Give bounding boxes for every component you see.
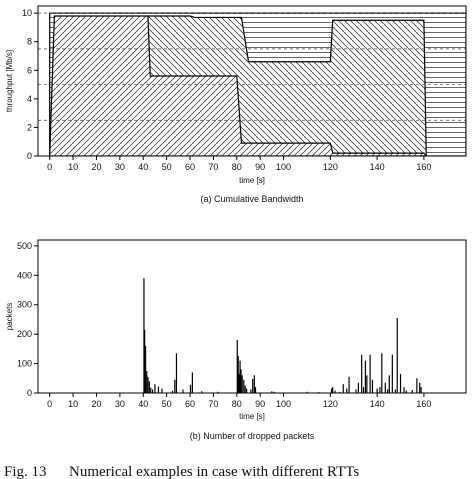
x-tick-label: 90 (255, 399, 265, 409)
x-tick-label: 140 (370, 162, 385, 172)
x-tick-label: 100 (276, 399, 291, 409)
y-tick-label: 500 (17, 241, 32, 251)
x-tick-label: 80 (232, 162, 242, 172)
flow-1-area (49, 15, 428, 156)
x-tick-label: 70 (208, 162, 218, 172)
plot-frame (37, 5, 467, 157)
x-axis-label: time [s] (239, 176, 265, 185)
y-axis-ticks: 0 2 4 6 8 10 (22, 8, 38, 161)
x-tick-label: 20 (91, 162, 101, 172)
x-tick-label: 160 (416, 162, 431, 172)
y-tick-label: 6 (27, 65, 32, 75)
panel-caption: (b) Number of dropped packets (190, 431, 315, 441)
y-tick-label: 100 (17, 359, 32, 369)
x-tick-label: 100 (276, 162, 291, 172)
x-tick-label: 90 (255, 162, 265, 172)
reference-lines (38, 12, 466, 121)
panel-caption: (a) Cumulative Bandwidth (200, 194, 303, 204)
x-tick-label: 60 (185, 162, 195, 172)
x-tick-label: 10 (68, 162, 78, 172)
x-tick-label: 50 (162, 399, 172, 409)
y-axis-label: throughput [Mb/s] (5, 50, 14, 112)
dropped-packets-chart: 0 10 20 30 40 50 60 70 80 90 100 120 140 160 0 100 200 3… (5, 239, 467, 441)
cumulative-bandwidth-chart: 0 10 20 30 40 50 60 70 80 90 100 120 140 160 0246810 … (5, 5, 467, 204)
y-tick-label: 200 (17, 329, 32, 339)
x-tick-label: 30 (115, 162, 125, 172)
x-axis-label: time [s] (239, 412, 265, 421)
x-axis-ticks: 0 10 20 30 40 50 60 70 80 90 100 120 140 160 (47, 393, 431, 409)
y-tick-label: 300 (17, 300, 32, 310)
y-tick-label: 8 (27, 37, 32, 47)
y-axis-ticks: 0 100 200 300 400 500 (17, 241, 38, 398)
x-tick-label: 120 (323, 162, 338, 172)
x-tick-label: 30 (115, 399, 125, 409)
plot-frame (37, 239, 467, 394)
x-tick-label: 140 (370, 399, 385, 409)
x-tick-label: 80 (232, 399, 242, 409)
x-tick-label: 0 (47, 162, 52, 172)
x-tick-label: 0 (47, 399, 52, 409)
x-tick-label: 20 (91, 399, 101, 409)
y-axis-label: packets (5, 303, 14, 331)
x-tick-label: 40 (138, 399, 148, 409)
x-tick-label: 60 (185, 399, 195, 409)
x-tick-label: 120 (323, 399, 338, 409)
y-tick-label: 4 (27, 94, 32, 104)
figure-caption: Fig. 13 Numerical examples in case with … (4, 464, 359, 479)
x-tick-label: 50 (162, 162, 172, 172)
y-tick-label: 0 (27, 388, 32, 398)
x-axis-ticks: 0 10 20 30 40 50 60 70 80 90 100 120 140 160 (47, 156, 431, 172)
dropped-packet-bars (38, 278, 466, 394)
x-tick-label: 10 (68, 399, 78, 409)
x-tick-label: 70 (208, 399, 218, 409)
y-tick-label: 400 (17, 270, 32, 280)
x-tick-label: 160 (416, 399, 431, 409)
y-tick-label: 0 (27, 151, 32, 161)
y-tick-label: 2 (27, 122, 32, 132)
y-tick-label: 10 (22, 8, 32, 18)
x-tick-label: 40 (138, 162, 148, 172)
